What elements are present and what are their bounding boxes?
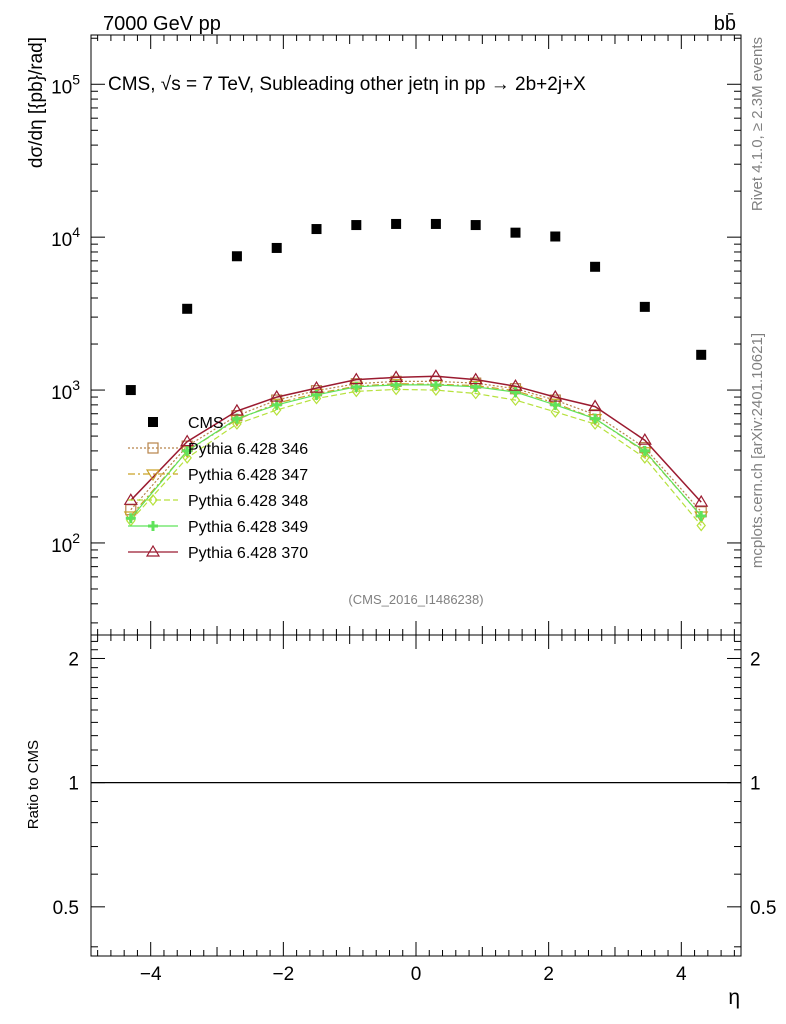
cms-data-point [271,242,282,253]
series-line-4 [130,375,702,503]
ratio-y-axis-label: Ratio to CMS [25,740,42,829]
ratio-tick-label-right: 0.5 [750,898,776,919]
ratio-tick-label: 0.5 [53,898,79,919]
x-axis-label: η [728,986,740,1009]
series-marker-2 [351,385,362,398]
cms-data-points [125,218,707,396]
main-axes: 102 103 104 105 [51,35,741,635]
series-marker-4 [229,403,244,416]
legend-label-0: Pythia 6.428 346 [188,441,308,458]
series-marker-4 [389,370,404,382]
series-marker-3 [182,445,193,456]
legend-marker-1 [145,469,161,482]
cms-data-point [182,303,193,314]
series-marker-4 [180,434,195,447]
legend: CMS Pythia 6.428 346 Pythia 6.428 347 Pythi… [128,415,308,562]
cms-data-point [125,385,136,396]
series-marker-2 [182,451,192,464]
series-marker-4 [508,379,523,391]
series-marker-2 [311,392,322,405]
series-marker-3 [639,445,650,456]
ratio-plot-frame [90,634,742,957]
legend-label-4: Pythia 6.428 370 [188,545,308,562]
series-line-3 [130,384,702,519]
header-process-label: bb̄ [714,12,736,35]
mc-series-lines [123,369,709,532]
legend-label-1: Pythia 6.428 347 [188,467,308,484]
series-marker-4 [588,399,603,412]
cms-data-point [510,227,521,238]
series-marker-2 [590,418,600,430]
y-tick-label: 102 [51,530,80,557]
cms-data-point [470,220,481,231]
series-marker-4 [309,380,324,393]
y-tick-label: 103 [51,377,80,404]
cms-data-point [696,349,707,360]
legend-label-cms: CMS [188,415,224,432]
series-marker-3 [125,513,136,524]
plot-title: CMS, √s = 7 TeV, Subleading other jetη i… [108,74,586,95]
cms-data-point [351,220,362,231]
x-tick-label: 4 [676,964,687,985]
legend-label-3: Pythia 6.428 349 [188,519,308,536]
series-marker-4 [637,433,652,445]
x-tick-label: −2 [273,964,295,985]
legend-marker-3 [148,521,158,531]
series-marker-3 [696,511,707,522]
series-marker-4 [694,494,709,507]
series-marker-4 [269,389,284,402]
ratio-tick-label: 1 [68,774,79,795]
ratio-tick-label-right: 1 [750,774,761,795]
rivet-version-label: Rivet 4.1.0, ≥ 2.3M events [749,37,766,211]
cms-data-point [430,218,441,229]
ratio-tick-label-right: 2 [750,649,761,670]
cms-data-point [639,301,650,312]
series-marker-4 [468,372,483,385]
series-marker-2 [550,405,561,418]
cms-data-point [590,261,601,272]
header-energy-label: 7000 GeV pp [103,13,221,35]
series-marker-2 [271,404,282,417]
legend-marker-4 [145,544,161,557]
legend-marker-cms [148,417,158,427]
analysis-watermark: (CMS_2016_I1486238) [348,592,483,607]
series-marker-2 [391,383,401,396]
ratio-tick-label: 2 [68,649,79,670]
cms-data-point [550,231,561,242]
y-axis-label: dσ/dη [{pb}/rad] [26,37,47,168]
cms-data-point [311,224,322,235]
series-marker-2 [232,418,242,430]
series-marker-3 [430,379,441,390]
series-marker-2 [510,394,521,407]
series-marker-4 [123,493,138,505]
series-marker-3 [590,413,601,424]
y-tick-label: 105 [51,71,80,98]
series-marker-4 [349,372,364,385]
x-tick-label: 2 [543,964,554,985]
series-marker-2 [431,384,441,397]
legend-marker-0 [147,442,159,454]
legend-marker-2 [148,494,158,506]
ratio-axes: −4 −2 0 2 4 0.5 0.5 1 1 2 2 [53,635,776,985]
series-marker-4 [428,369,443,381]
mcplots-label: mcplots.cern.ch [arXiv:2401.10621] [749,333,766,568]
x-tick-label: −4 [140,964,162,985]
cms-data-point [391,218,402,229]
series-line-2 [130,388,702,526]
cms-data-point [231,251,242,262]
x-tick-label: 0 [411,964,422,985]
y-tick-label: 104 [51,224,80,251]
series-marker-3 [510,387,521,398]
series-marker-2 [696,519,706,532]
legend-label-2: Pythia 6.428 348 [188,493,308,510]
series-marker-2 [640,451,650,464]
series-marker-4 [548,389,563,402]
series-marker-2 [470,387,481,400]
